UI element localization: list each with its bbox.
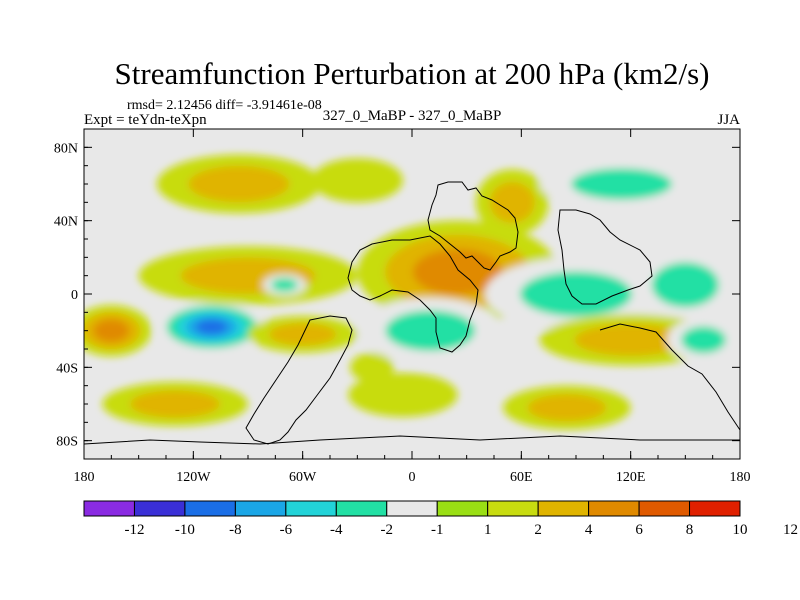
x-tick-label: 180 — [74, 470, 95, 485]
y-tick-label: 80S — [56, 435, 78, 450]
colorbar: -12 -10 -8 -6 -4 -2 -1 1 2 4 6 8 10 12 — [83, 500, 798, 538]
coastlines — [84, 181, 740, 445]
colorbar-label: -8 — [229, 522, 242, 538]
colorbar-swatch — [83, 500, 135, 517]
anomaly-contour — [519, 271, 633, 317]
coast-australia — [557, 209, 653, 305]
colorbar-label: -2 — [381, 522, 394, 538]
y-tick-label: 40N — [54, 215, 78, 230]
anomaly-contour — [651, 262, 719, 308]
colorbar-label: 10 — [733, 522, 748, 538]
anomaly-contour — [681, 326, 726, 354]
colorbar-swatch — [184, 500, 236, 517]
anomaly-contour — [571, 168, 673, 200]
x-tick-label: 120W — [176, 470, 211, 485]
y-axis: 80N 40N 0 40S 80S — [54, 141, 740, 450]
anomaly-contour — [489, 182, 535, 223]
x-tick-label: 60W — [289, 470, 317, 485]
anomaly-contour — [574, 324, 687, 356]
anomaly-contour — [413, 249, 503, 295]
coast-americas — [245, 315, 353, 445]
anomaly-contour — [188, 165, 290, 203]
coast-se-pacific — [599, 323, 740, 431]
colorbar-label: 1 — [484, 522, 492, 538]
colorbar-swatch — [285, 500, 337, 517]
colorbar-swatch — [638, 500, 691, 517]
x-tick-label: 180 — [730, 470, 751, 485]
anomaly-contour — [348, 372, 458, 417]
y-tick-label: 80N — [54, 141, 78, 156]
colorbar-swatch — [588, 500, 640, 517]
colorbar-swatch — [234, 500, 287, 517]
stats-label: rmsd= 2.12456 diff= -3.91461e-08 — [127, 98, 322, 113]
anomaly-contour — [311, 158, 403, 203]
anomaly-contour — [195, 319, 228, 335]
case-label: 327_0_MaBP - 327_0_MaBP — [323, 108, 502, 124]
anomaly-contour — [130, 390, 220, 418]
x-tick-label: 60E — [510, 470, 533, 485]
colorbar-label: -6 — [280, 522, 293, 538]
field-layer — [84, 154, 740, 430]
anomaly-contour — [350, 352, 394, 383]
anomaly-contour — [527, 394, 607, 422]
colorbar-swatch — [436, 500, 489, 517]
y-tick-label: 0 — [71, 288, 78, 303]
coast-africa-sw — [347, 235, 479, 353]
expt-label: Expt = teYdn-teXpn — [84, 112, 207, 128]
x-axis: 180 120W 60W 0 60E 120E 180 — [74, 129, 751, 485]
colorbar-label: 6 — [635, 522, 643, 538]
coast-eurasia-africa — [427, 181, 519, 271]
anomaly-contour — [270, 278, 298, 292]
colorbar-label: 8 — [686, 522, 694, 538]
anomaly-contour — [385, 310, 476, 351]
colorbar-swatch — [537, 500, 590, 517]
x-tick-label: 120E — [616, 470, 646, 485]
colorbar-label: -10 — [175, 522, 195, 538]
coast-antarctic — [84, 435, 740, 445]
colorbar-swatch — [487, 500, 539, 517]
colorbar-label: 12 — [783, 522, 798, 538]
season-label: JJA — [717, 112, 740, 128]
colorbar-swatch — [133, 500, 186, 517]
y-tick-label: 40S — [56, 361, 78, 376]
colorbar-swatch — [386, 500, 438, 517]
colorbar-label: 2 — [534, 522, 542, 538]
anomaly-contour — [93, 319, 130, 343]
colorbar-label: -12 — [124, 522, 144, 538]
x-tick-label: 0 — [409, 470, 416, 485]
chart-title: Streamfunction Perturbation at 200 hPa (… — [115, 56, 710, 91]
colorbar-label: -1 — [431, 522, 444, 538]
colorbar-label: 4 — [585, 522, 593, 538]
colorbar-swatch — [335, 500, 388, 517]
colorbar-swatch — [689, 500, 741, 517]
field-blur-group — [84, 154, 740, 430]
colorbar-label: -4 — [330, 522, 343, 538]
